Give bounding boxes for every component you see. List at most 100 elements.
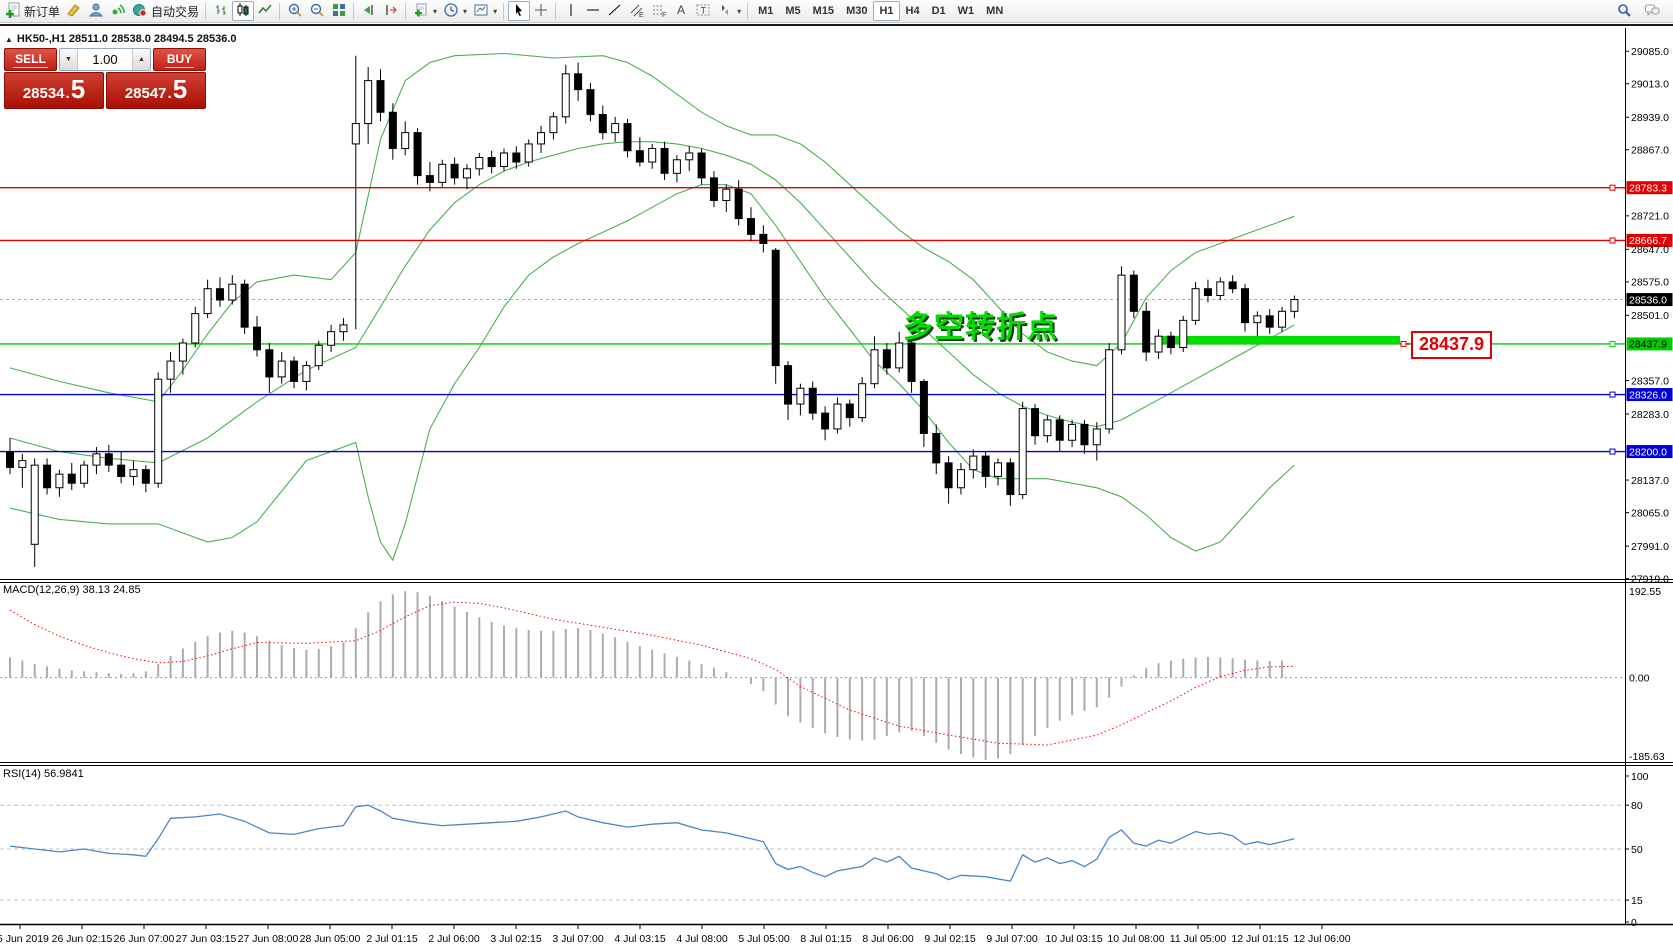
- shift-end-button[interactable]: [358, 1, 380, 21]
- line-chart-button[interactable]: [254, 1, 276, 21]
- candle-bull: [1043, 419, 1052, 437]
- price-badge: [1626, 181, 1673, 195]
- rsi-line: [9, 804, 1295, 882]
- profile-button[interactable]: [85, 1, 107, 21]
- candle-bear: [1129, 274, 1138, 312]
- flag-anchor-square: [1400, 340, 1407, 347]
- timeframe-m15[interactable]: M15: [807, 1, 840, 21]
- trendline-button[interactable]: [604, 1, 626, 21]
- volume-increase-button[interactable]: ▲: [132, 49, 150, 70]
- main-chart-pane[interactable]: [0, 52, 1625, 567]
- period-button[interactable]: ▾: [440, 1, 470, 21]
- timeframe-m30[interactable]: M30: [840, 1, 873, 21]
- pivot-annotation-text[interactable]: 多空转折点: [903, 311, 1058, 344]
- hline-anchor-square: [1609, 340, 1616, 347]
- shift-right-button[interactable]: [380, 1, 402, 21]
- timeframe-d1[interactable]: D1: [926, 1, 952, 21]
- candle-bull: [500, 152, 508, 168]
- chart-window: 28783.3 28666.7 28437.9 28326.0 28200.0 28536…: [0, 24, 1673, 947]
- timeframe-m1[interactable]: M1: [752, 1, 779, 21]
- candle-bear: [1006, 462, 1015, 496]
- candle-bull: [462, 168, 471, 179]
- candle-bull: [561, 73, 570, 118]
- price-badge-label: 28666.7: [1629, 235, 1667, 247]
- one-click-trade-panel: SELL ▼ 1.00 ▲ BUY 28534. 5 28547. 5: [4, 48, 206, 109]
- time-tick-label: 8 Jul 06:00: [862, 933, 914, 945]
- arrows-button[interactable]: ▾: [714, 1, 744, 21]
- channel-button[interactable]: E: [626, 1, 648, 21]
- template-button[interactable]: ▾: [470, 1, 500, 21]
- candle-bear: [919, 380, 928, 434]
- svg-text:E: E: [639, 12, 644, 18]
- sell-button[interactable]: SELL: [4, 48, 57, 71]
- pivot-price-flag[interactable]: 28437.9: [1411, 331, 1493, 359]
- b" + "ollinger-middle: [9, 141, 1295, 464]
- highlight-zone-bar[interactable]: [1155, 335, 1400, 344]
- candle-bull: [1216, 281, 1225, 296]
- timeframe-w1[interactable]: W1: [952, 1, 981, 21]
- add-object-button[interactable]: ▾: [410, 1, 440, 21]
- svg-text:F: F: [662, 12, 666, 18]
- period-icon: [443, 2, 459, 21]
- candle-bull: [1290, 299, 1299, 312]
- signal-icon: [110, 2, 126, 21]
- vline-button[interactable]: [560, 1, 582, 21]
- time-tick-label: 2 Jul 06:00: [428, 933, 480, 945]
- candle-chart-button[interactable]: [232, 1, 255, 21]
- time-tick-label: 3 Jul 07:00: [552, 933, 604, 945]
- price-axis[interactable]: 28783.3 28666.7 28437.9 28326.0 28200.0 28536…: [1625, 28, 1673, 929]
- cursor-button[interactable]: [508, 1, 531, 21]
- chat-button[interactable]: [1641, 1, 1663, 21]
- timeframe-mn[interactable]: MN: [980, 1, 1009, 21]
- timeframe-h4[interactable]: H4: [900, 1, 926, 21]
- candle-bear: [425, 175, 434, 183]
- candle-bull: [327, 331, 336, 346]
- candle-bull: [994, 462, 1002, 477]
- buy-price-display[interactable]: 28547. 5: [106, 72, 206, 109]
- zoom-out-button[interactable]: [306, 1, 328, 21]
- collapse-panel-icon[interactable]: ▲: [5, 35, 13, 44]
- zoom-in-button[interactable]: [284, 1, 306, 21]
- candle-bear: [907, 342, 916, 382]
- crosshair-button[interactable]: [530, 1, 552, 21]
- text-button[interactable]: A: [670, 1, 692, 21]
- chart-canvas[interactable]: 28783.3 28666.7 28437.9 28326.0 28200.0 28536…: [0, 26, 1673, 949]
- price-badge-label: 28437.9: [1629, 339, 1667, 351]
- new-order-button[interactable]: 新订单: [2, 1, 63, 21]
- price-tick-label: 27991.0: [1631, 541, 1669, 553]
- candle-bear: [845, 403, 854, 419]
- buy-button-label: BUY: [164, 51, 195, 68]
- chevron-down-icon: ▾: [737, 6, 742, 16]
- candle-bull: [611, 123, 620, 134]
- rsi-tick-label: 0: [1631, 917, 1637, 929]
- current-price-badge-label: 28536.0: [1629, 294, 1667, 306]
- volume-decrease-button[interactable]: ▼: [60, 49, 78, 70]
- volume-value[interactable]: 1.00: [92, 52, 118, 67]
- hline-anchor-square: [1609, 237, 1616, 244]
- hline-button[interactable]: [582, 1, 604, 21]
- fibonacci-button[interactable]: F: [648, 1, 670, 21]
- text-label-button[interactable]: T: [692, 1, 714, 21]
- timeframe-h1[interactable]: H1: [873, 1, 900, 21]
- highlighter-button[interactable]: [63, 1, 85, 21]
- buy-button[interactable]: BUY: [153, 48, 206, 71]
- candle-bull: [895, 342, 904, 369]
- rsi-pane[interactable]: [0, 804, 1625, 901]
- zoom-out-icon: [309, 2, 325, 21]
- toolbar-separator: [205, 2, 207, 20]
- candle-bear: [215, 288, 224, 301]
- signal-button[interactable]: [107, 1, 129, 21]
- bar-chart-button[interactable]: [210, 1, 232, 21]
- macd-pane[interactable]: [0, 591, 1625, 760]
- tile-windows-button[interactable]: [328, 1, 350, 21]
- price-badge: [1626, 445, 1673, 459]
- candle-bear: [598, 114, 607, 134]
- sell-price-display[interactable]: 28534. 5: [4, 72, 104, 109]
- symbol-ohlc-readout: ▲ HK50-,H1 28511.0 28538.0 28494.5 28536.…: [5, 33, 237, 45]
- candle-bear: [932, 432, 941, 464]
- autotrade-button[interactable]: 自动交易: [129, 1, 202, 21]
- new-order-label: 新订单: [24, 4, 61, 19]
- timeframe-m5[interactable]: M5: [779, 1, 806, 21]
- search-button[interactable]: [1613, 1, 1635, 21]
